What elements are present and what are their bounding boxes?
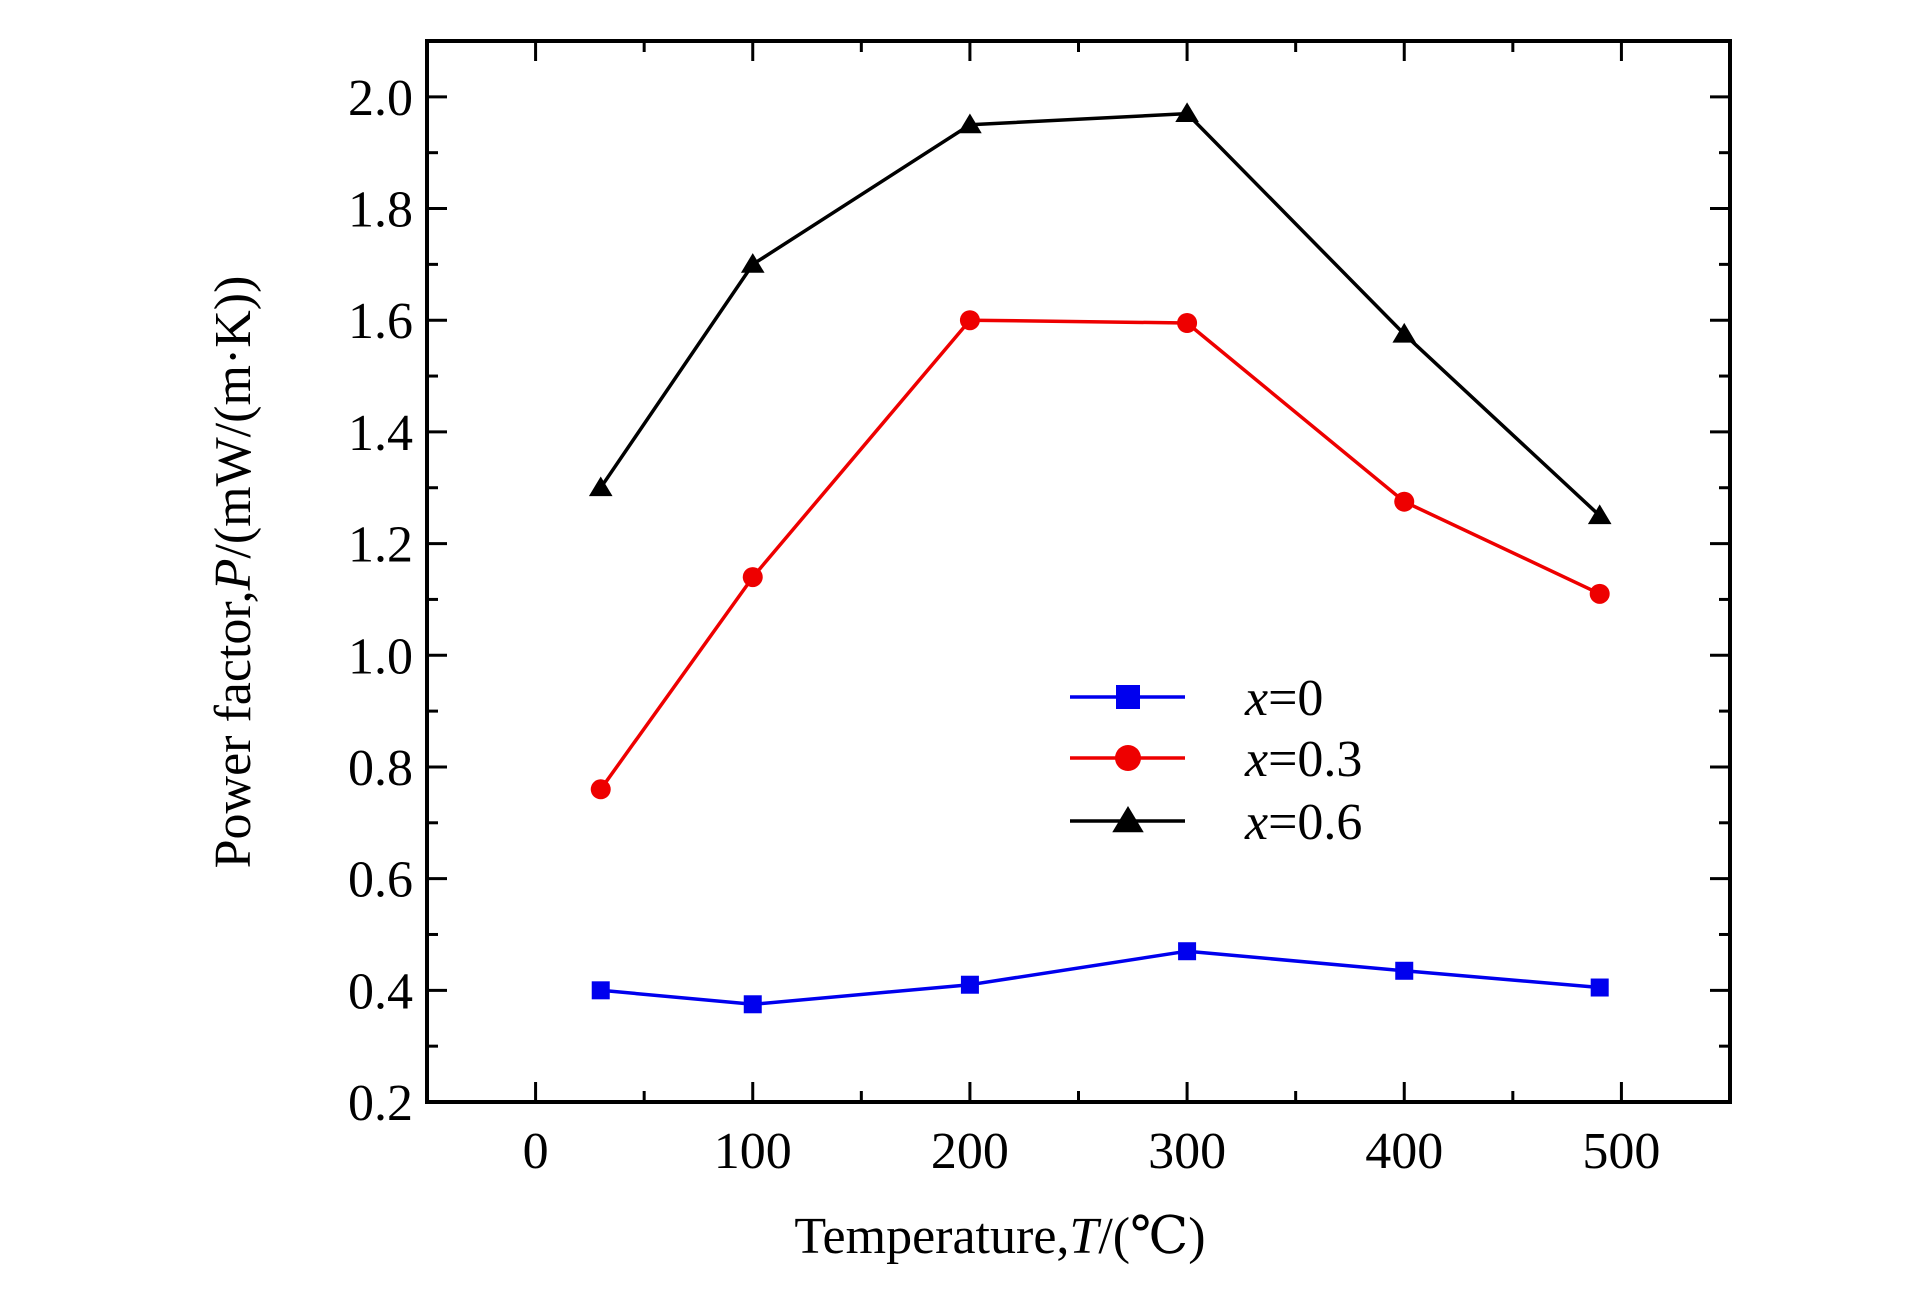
x-tick-label: 200 <box>931 1123 1009 1180</box>
legend-marker-0 <box>1116 685 1140 709</box>
x-axis-title-unit: /(℃) <box>1098 1208 1205 1265</box>
x-tick-label: 400 <box>1365 1123 1443 1180</box>
x-axis-title-var: T <box>1069 1208 1101 1265</box>
legend-label-var: x <box>1244 794 1268 851</box>
data-point-2-2 <box>958 113 982 134</box>
legend-marker-1 <box>1115 745 1141 771</box>
data-point-1-0 <box>590 779 611 800</box>
axis-tick-labels: 0 100 200 300 400 500 0.2 0.4 0.6 0.8 1.0 1.2 1.4 1.6… <box>348 70 1660 1180</box>
data-point-0-4 <box>1395 961 1414 980</box>
y-axis-title-text: Power factor, <box>205 590 262 868</box>
y-axis-title-var: P <box>205 559 262 592</box>
data-point-2-1 <box>740 253 765 273</box>
y-axis-title: Power factor,P/(mW/(m·K)) <box>205 276 262 869</box>
data-point-0-2 <box>960 975 979 994</box>
legend-label-var: x <box>1244 731 1268 788</box>
series-line-2 <box>599 111 1601 517</box>
y-tick-label: 1.6 <box>348 293 413 350</box>
legend-label-0: x=0 <box>1244 670 1323 727</box>
data-point-2-5 <box>1587 504 1612 525</box>
data-point-1-5 <box>1589 583 1610 604</box>
legend-marker-2 <box>1112 806 1144 833</box>
y-tick-label: 0.4 <box>348 963 413 1020</box>
legend-label-var: x <box>1244 670 1268 727</box>
axis-ticks <box>425 41 1732 1104</box>
x-tick-label: 0 <box>523 1123 549 1180</box>
data-point-2-4 <box>1392 322 1417 343</box>
y-tick-label: 0.6 <box>348 852 413 909</box>
y-tick-label: 1.0 <box>348 628 413 685</box>
plot-frame <box>425 39 1732 1104</box>
series-markers <box>588 102 1612 1014</box>
legend: x=0x=0.3x=0.6 <box>1070 670 1362 851</box>
y-tick-label: 1.2 <box>348 517 413 574</box>
data-point-1-1 <box>742 567 763 588</box>
legend-label-1: x=0.3 <box>1244 731 1362 788</box>
x-tick-label: 300 <box>1148 1123 1226 1180</box>
data-point-0-1 <box>743 995 762 1014</box>
data-point-1-2 <box>959 310 980 331</box>
data-point-1-4 <box>1394 491 1415 512</box>
series-line-1 <box>599 318 1601 791</box>
x-axis-title: Temperature,T/(℃) <box>794 1208 1205 1265</box>
series-line-0 <box>600 949 1600 1007</box>
y-axis-title-unit: /(mW/(m·K)) <box>205 276 262 559</box>
legend-label-value: =0 <box>1268 670 1323 727</box>
y-tick-label: 1.4 <box>348 405 413 462</box>
data-point-0-0 <box>591 981 610 1000</box>
x-axis-title-text: Temperature, <box>794 1208 1069 1265</box>
legend-label-value: =0.6 <box>1268 794 1362 851</box>
data-point-0-5 <box>1590 978 1609 997</box>
legend-label-2: x=0.6 <box>1244 794 1362 851</box>
series-lines <box>599 111 1601 1007</box>
x-tick-label: 100 <box>714 1123 792 1180</box>
data-point-1-3 <box>1177 313 1198 334</box>
y-tick-label: 2.0 <box>348 70 413 127</box>
y-tick-label: 1.8 <box>348 182 413 239</box>
data-point-2-3 <box>1175 102 1199 123</box>
y-tick-label: 0.2 <box>348 1075 413 1132</box>
y-tick-label: 0.8 <box>348 740 413 797</box>
x-tick-label: 500 <box>1582 1123 1660 1180</box>
data-point-0-3 <box>1178 942 1197 961</box>
data-point-2-0 <box>588 476 613 497</box>
legend-label-value: =0.3 <box>1268 731 1362 788</box>
